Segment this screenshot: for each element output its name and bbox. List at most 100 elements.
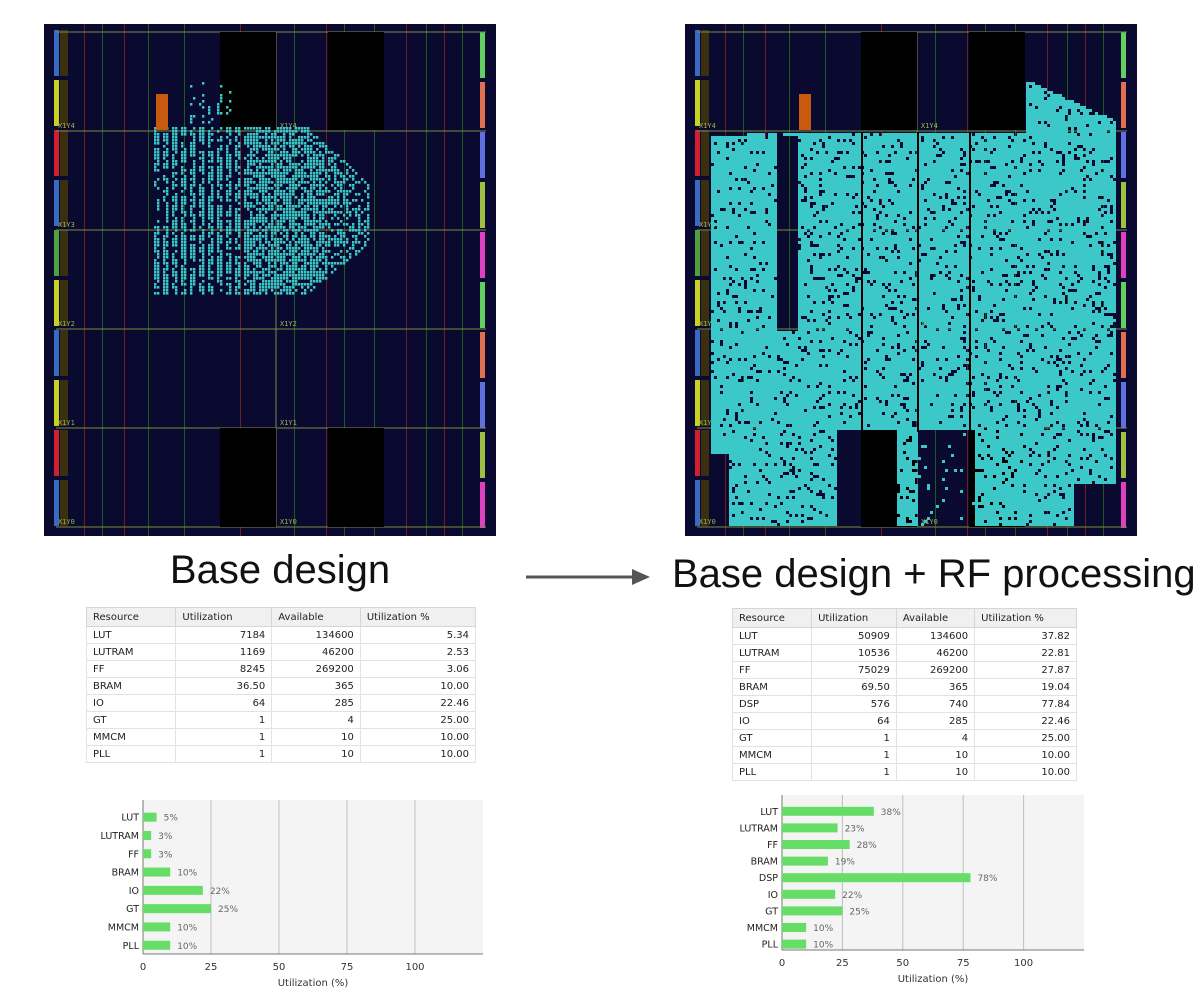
placed-cell [319,280,321,283]
placed-cell [711,250,714,253]
placed-cell [735,244,738,247]
placed-cell [154,151,156,154]
placed-cell [768,358,771,361]
placed-cell [729,190,732,193]
placed-cell [780,472,783,475]
placed-cell [750,280,753,283]
placed-cell [268,205,270,208]
placed-cell [765,166,768,169]
placed-cell [226,247,228,250]
io-bank [695,130,700,176]
placed-cell [741,427,744,430]
placed-cell [756,352,759,355]
placed-cell [268,259,270,262]
placed-cell [768,406,771,409]
placed-cell [711,331,714,334]
placed-cell [768,322,771,325]
placed-cell [771,502,774,505]
placed-cell [753,487,756,490]
placed-cell [220,112,222,115]
placed-cell [723,304,726,307]
placed-cell [771,358,774,361]
placed-cell [220,166,222,169]
placed-cell [753,295,756,298]
placed-cell [184,292,186,295]
placed-cell [768,229,771,232]
placed-cell [256,142,258,145]
placed-cell [292,220,294,223]
placed-cell [771,277,774,280]
placed-cell [741,193,744,196]
placed-cell [714,430,717,433]
placed-cell [759,256,762,259]
placed-cell [738,409,741,412]
placed-cell [762,274,765,277]
placed-cell [268,265,270,268]
placed-cell [732,268,735,271]
placed-cell [319,277,321,280]
placed-cell [714,211,717,214]
placed-cell [720,415,723,418]
placed-cell [298,205,300,208]
placed-cell [283,175,285,178]
placed-cell [729,490,732,493]
placed-cell [304,253,306,256]
placed-cell [193,166,195,169]
placed-cell [759,220,762,223]
placed-cell [717,439,720,442]
placed-cell [244,238,246,241]
placed-cell [747,412,750,415]
placed-cell [759,151,762,154]
placed-cell [313,262,315,265]
placed-cell [759,505,762,508]
placed-cell [334,214,336,217]
region-label: X1Y0 [699,518,716,526]
placed-cell [157,133,159,136]
placed-cell [250,211,252,214]
placed-cell [220,163,222,166]
placed-cell [783,364,786,367]
placed-cell [265,211,267,214]
placed-cell [753,358,756,361]
placed-cell [238,280,240,283]
placed-cell [735,151,738,154]
placed-cell [247,136,249,139]
placed-cell [786,340,789,343]
placed-cell [220,235,222,238]
placed-cell [714,199,717,202]
placed-cell [762,283,765,286]
placed-cell [271,157,273,160]
placed-cell [768,424,771,427]
placed-cell [750,436,753,439]
placed-cell [181,208,183,211]
placed-cell [226,241,228,244]
placed-cell [172,148,174,151]
placed-cell [717,286,720,289]
placed-cell [714,433,717,436]
placed-cell [741,298,744,301]
placed-cell [316,250,318,253]
placed-cell [714,160,717,163]
placed-cell [759,520,762,523]
placed-cell [286,238,288,241]
placed-cell [280,253,282,256]
placed-cell [747,295,750,298]
placed-cell [253,268,255,271]
placed-cell [717,307,720,310]
placed-cell [729,349,732,352]
placed-cell [738,355,741,358]
placed-cell [301,199,303,202]
placed-cell [181,169,183,172]
placed-cell [322,271,324,274]
gt-bank [480,132,485,178]
placed-cell [154,241,156,244]
placed-cell [762,292,765,295]
placed-cell [768,208,771,211]
placed-cell [172,205,174,208]
placed-cell [247,235,249,238]
placed-cell [295,184,297,187]
placed-cell [753,184,756,187]
placed-cell [732,244,735,247]
